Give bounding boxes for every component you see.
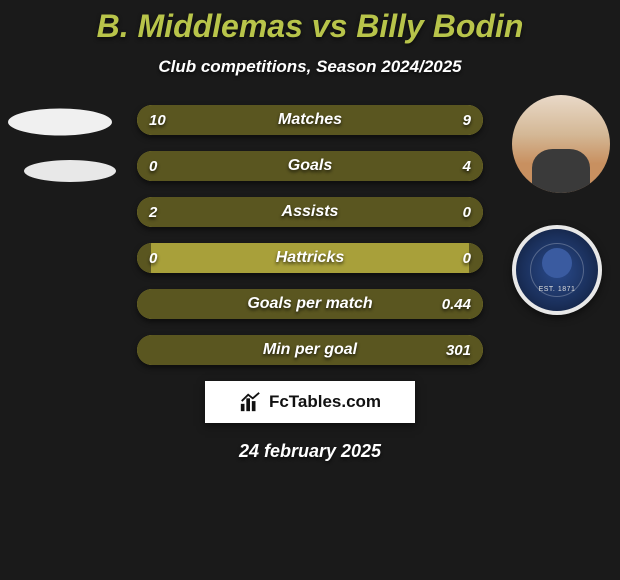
stat-label: Hattricks	[137, 243, 483, 273]
stat-value-left: 2	[149, 197, 157, 227]
player-right-avatar	[512, 95, 610, 193]
player-left-avatar	[8, 109, 112, 136]
stat-value-right: 4	[463, 151, 471, 181]
watermark-text: FcTables.com	[269, 392, 381, 412]
player-left-club-placeholder	[24, 160, 116, 182]
stat-row: Goals per match0.44	[137, 289, 483, 319]
subtitle: Club competitions, Season 2024/2025	[0, 57, 620, 77]
stat-rows: Matches109Goals04Assists20Hattricks00Goa…	[137, 105, 483, 365]
stat-value-right: 0	[463, 197, 471, 227]
stat-label: Goals per match	[137, 289, 483, 319]
watermark-icon	[239, 391, 261, 413]
watermark: FcTables.com	[205, 381, 415, 423]
stat-value-left: 0	[149, 243, 157, 273]
stat-value-right: 0.44	[442, 289, 471, 319]
stat-value-right: 301	[446, 335, 471, 365]
stat-row: Min per goal301	[137, 335, 483, 365]
stat-value-left: 0	[149, 151, 157, 181]
comparison-panel: Matches109Goals04Assists20Hattricks00Goa…	[0, 105, 620, 365]
club-crest-inner	[542, 248, 572, 278]
page-title: B. Middlemas vs Billy Bodin	[0, 0, 620, 45]
stat-label: Min per goal	[137, 335, 483, 365]
player-right-club-crest	[512, 225, 602, 315]
date-text: 24 february 2025	[0, 441, 620, 462]
stat-label: Assists	[137, 197, 483, 227]
stat-row: Goals0 4	[137, 151, 483, 181]
stat-row: Assists2 0	[137, 197, 483, 227]
stat-value-left: 10	[149, 105, 166, 135]
stat-label: Goals	[137, 151, 483, 181]
stat-row: Matches10 9	[137, 105, 483, 135]
stat-row: Hattricks0 0	[137, 243, 483, 273]
stat-value-right: 0	[463, 243, 471, 273]
stat-label: Matches	[137, 105, 483, 135]
stat-value-right: 9	[463, 105, 471, 135]
